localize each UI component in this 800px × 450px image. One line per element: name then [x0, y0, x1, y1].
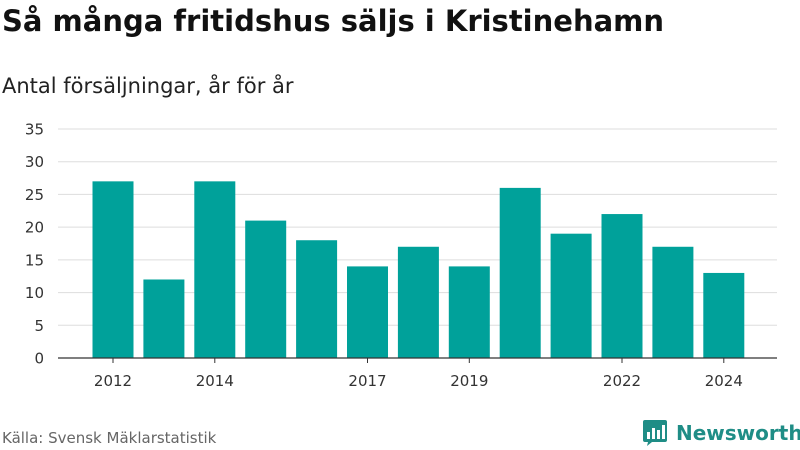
y-tick-label: 30	[25, 153, 44, 171]
chart-subtitle: Antal försäljningar, år för år	[2, 74, 294, 98]
y-tick-label: 20	[25, 219, 44, 237]
x-tick-label: 2019	[450, 372, 488, 390]
x-tick-label: 2014	[196, 372, 234, 390]
x-tick-label: 2022	[603, 372, 641, 390]
source-note: Källa: Svensk Mäklarstatistik	[2, 429, 217, 447]
y-tick-label: 0	[34, 350, 44, 368]
newsworthy-logo-icon	[643, 420, 667, 446]
x-tick-label: 2012	[94, 372, 132, 390]
bar-2012	[92, 181, 134, 358]
bar-2013	[143, 279, 185, 358]
bar-2023	[652, 246, 694, 358]
x-tick-label: 2017	[348, 372, 386, 390]
y-tick-label: 35	[25, 121, 44, 139]
y-tick-label: 15	[25, 251, 44, 269]
bar-2014	[194, 181, 236, 358]
bar-2017	[347, 266, 388, 358]
bar-2022	[601, 214, 643, 358]
brand-name: Newsworthy	[676, 421, 800, 445]
y-tick-label: 25	[25, 186, 44, 204]
bar-2021	[550, 233, 592, 358]
y-tick-label: 10	[25, 284, 44, 302]
bar-2020	[499, 187, 541, 358]
brand-logo: Newsworthy	[642, 419, 800, 447]
bar-2016	[296, 240, 338, 358]
y-tick-label: 5	[34, 317, 44, 335]
bar-2015	[245, 220, 287, 358]
x-tick-label: 2024	[705, 372, 743, 390]
chart-title: Så många fritidshus säljs i Kristinehamn	[2, 4, 665, 38]
bar-2018	[397, 246, 439, 358]
bar-2024	[703, 272, 745, 358]
bar-2019	[448, 266, 490, 358]
